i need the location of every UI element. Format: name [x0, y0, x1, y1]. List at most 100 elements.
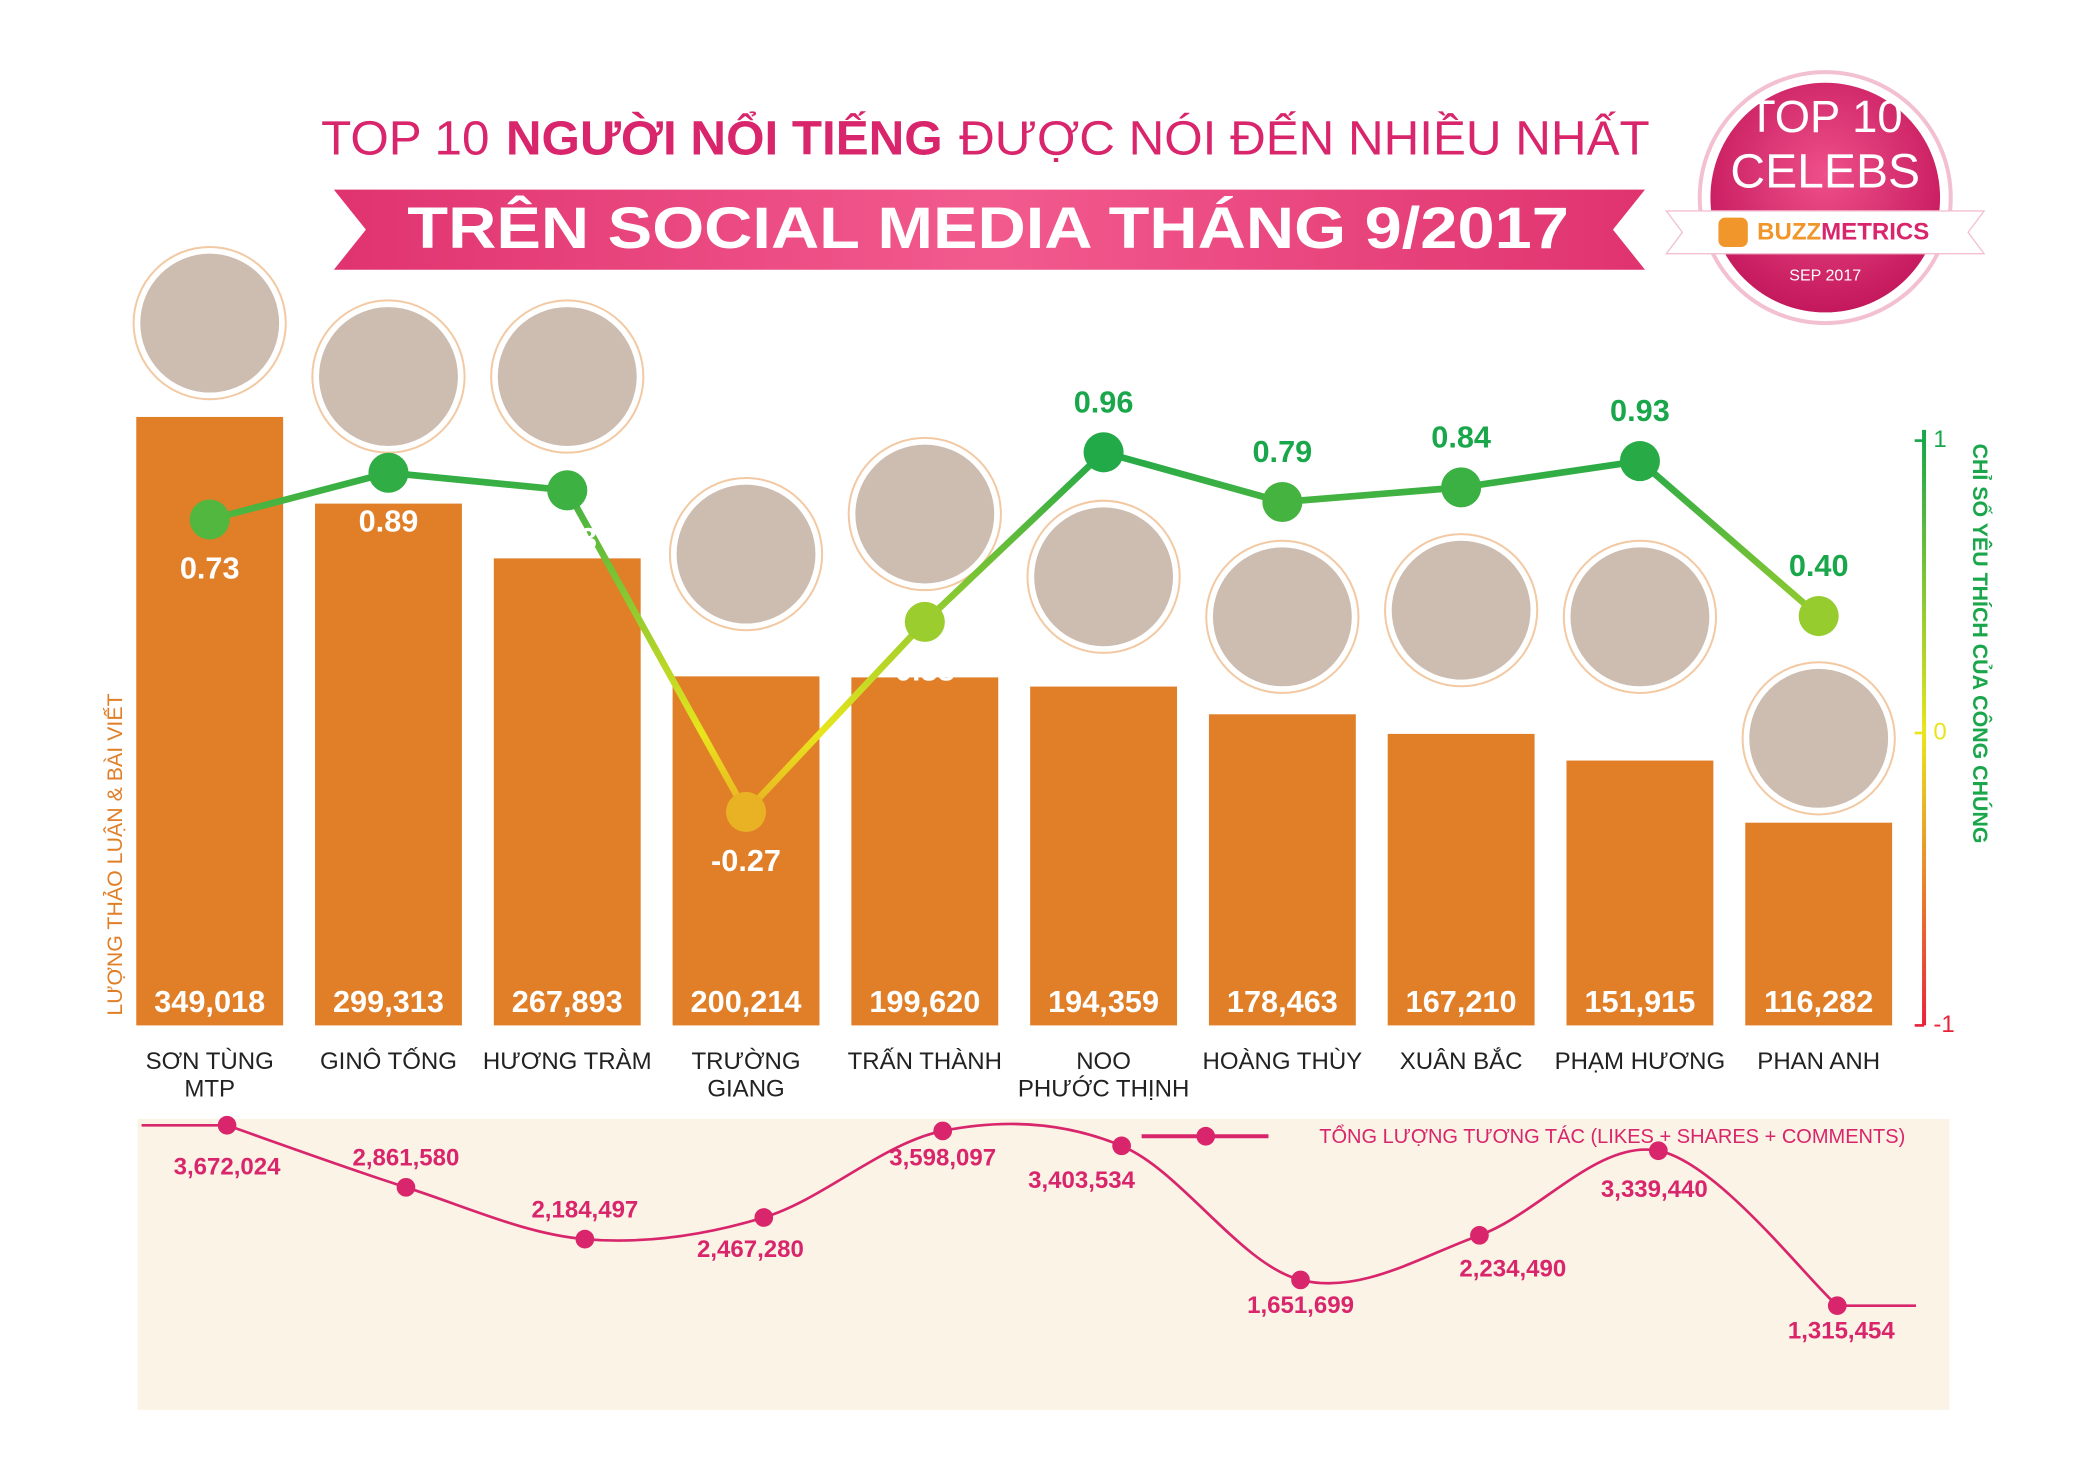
bar [1566, 760, 1714, 1026]
bar-value-label: 299,313 [333, 984, 444, 1019]
bar [493, 558, 641, 1026]
category-label: NOO PHƯỚC THỊNH [1018, 1048, 1189, 1103]
sentiment-point [1083, 432, 1124, 473]
legend-marker [1196, 1126, 1216, 1146]
interaction-line [226, 1122, 1839, 1307]
sentiment-point [547, 470, 588, 511]
celebrity-photo [497, 307, 637, 446]
interaction-point [933, 1121, 953, 1141]
interaction-label: 3,672,024 [174, 1153, 281, 1180]
sentiment-point [1441, 467, 1482, 508]
sentiment-label: 0.73 [180, 550, 240, 585]
subtitle-ribbon [333, 189, 1645, 270]
category-label: SƠN TÙNG MTP [146, 1048, 274, 1103]
interaction-label: 1,315,454 [1788, 1318, 1895, 1345]
category-label: GINÔ TỐNG [320, 1047, 457, 1075]
interaction-label: 2,861,580 [353, 1145, 460, 1172]
category-label: TRẤN THÀNH [848, 1047, 1002, 1075]
bar-value-label: 200,214 [691, 984, 802, 1019]
subtitle: TRÊN SOCIAL MEDIA THÁNG 9/2017 [407, 194, 1569, 261]
sentiment-label: 0.96 [1074, 384, 1134, 419]
celebrity-photo [319, 307, 458, 446]
label-line: NOO [1076, 1048, 1131, 1075]
interaction-point [1291, 1270, 1310, 1290]
title: TOP 10 NGƯỜI NỔI TIẾNG ĐƯỢC NÓI ĐẾN NHIỀU … [321, 110, 1649, 165]
celebrity-photo [676, 484, 816, 624]
sentiment-label: 0.79 [1252, 434, 1312, 469]
category-label: HOÀNG THÙY [1203, 1048, 1363, 1075]
bar-value-label: 194,359 [1048, 984, 1159, 1019]
sentiment-point [189, 499, 230, 540]
label-line: MTP [184, 1076, 235, 1103]
brand-part: METRICS [1821, 219, 1929, 246]
interaction-point [217, 1115, 237, 1135]
category-label: HƯƠNG TRÀM [483, 1048, 652, 1075]
interaction-point [754, 1208, 774, 1227]
brand: BUZZMETRICS [1757, 219, 1929, 246]
sentiment-label: 0.40 [1789, 548, 1849, 583]
badge-line: TOP 10 [1748, 91, 1903, 142]
y2-tick-label: 1 [1933, 426, 1946, 453]
brand-icon [1718, 217, 1748, 248]
sentiment-label: 0.38 [895, 653, 955, 688]
bar-value-label: 349,018 [154, 984, 265, 1019]
bar [1208, 714, 1356, 1026]
y-axis-label: LƯỢNG THẢO LUẬN & BÀI VIẾT [102, 693, 127, 1015]
celebrity-photo [1749, 668, 1889, 808]
interaction-label: 3,339,440 [1601, 1176, 1708, 1203]
category-label: PHẠM HƯƠNG [1555, 1048, 1726, 1075]
interaction-label: 3,598,097 [889, 1144, 996, 1171]
category-label: PHAN ANH [1757, 1048, 1880, 1075]
sentiment-label: 0.84 [1431, 419, 1491, 454]
celebrity-photo [1212, 547, 1352, 687]
badge-line: CELEBS [1730, 145, 1920, 199]
title-part: TOP 10 [321, 111, 489, 165]
sentiment-point [368, 452, 409, 493]
sentiment-point [1619, 441, 1660, 482]
label-line: SƠN TÙNG [146, 1048, 274, 1075]
y2-tick-label: 0 [1933, 718, 1946, 745]
interaction-point [396, 1177, 416, 1197]
brand-part: BUZZ [1757, 219, 1821, 246]
title-part: NGƯỜI NỔI TIẾNG [506, 110, 943, 165]
celebrity-photo [855, 444, 995, 584]
interaction-point [1827, 1296, 1847, 1316]
sentiment-point [904, 601, 945, 642]
celebrity-photo [140, 253, 280, 393]
category-label: TRƯỜNG GIANG [691, 1048, 800, 1103]
interaction-label: 2,234,490 [1459, 1255, 1566, 1282]
legend-label: TỔNG LƯỢNG TƯƠNG TÁC (LIKES + SHARES + C… [1319, 1124, 1905, 1148]
label-line: TRƯỜNG [691, 1048, 800, 1075]
sentiment-point [1798, 596, 1839, 637]
sentiment-label: 0.83 [537, 521, 597, 556]
lower-panel [137, 1118, 1950, 1410]
interaction-label: 2,467,280 [697, 1236, 804, 1263]
interaction-point [1470, 1225, 1489, 1245]
bar [1387, 733, 1535, 1026]
bar-value-label: 116,282 [1764, 984, 1873, 1019]
sentiment-label: 0.93 [1610, 393, 1670, 428]
sentiment-label: 0.89 [359, 504, 419, 539]
bar [672, 676, 820, 1026]
interaction-point [1649, 1141, 1668, 1161]
bar-value-label: 267,893 [512, 984, 623, 1019]
label-line: GIANG [707, 1076, 784, 1103]
title-part: ĐƯỢC NÓI ĐẾN NHIỀU NHẤT [959, 111, 1649, 165]
sentiment-line [208, 448, 1821, 818]
badge [1710, 82, 1941, 313]
celebrity-photo [1570, 547, 1710, 687]
label-line: PHƯỚC THỊNH [1018, 1076, 1189, 1103]
interaction-label: 3,403,534 [1028, 1167, 1135, 1194]
category-label: XUÂN BẮC [1400, 1047, 1523, 1075]
sentiment-label: -0.27 [711, 843, 781, 878]
bar [1030, 686, 1178, 1026]
interaction-point [1112, 1136, 1131, 1156]
bar [1745, 822, 1893, 1026]
bar-value-label: 167,210 [1406, 984, 1517, 1019]
bar [851, 677, 999, 1026]
badge-date: SEP 2017 [1789, 267, 1861, 285]
bar-value-label: 151,915 [1584, 984, 1695, 1019]
